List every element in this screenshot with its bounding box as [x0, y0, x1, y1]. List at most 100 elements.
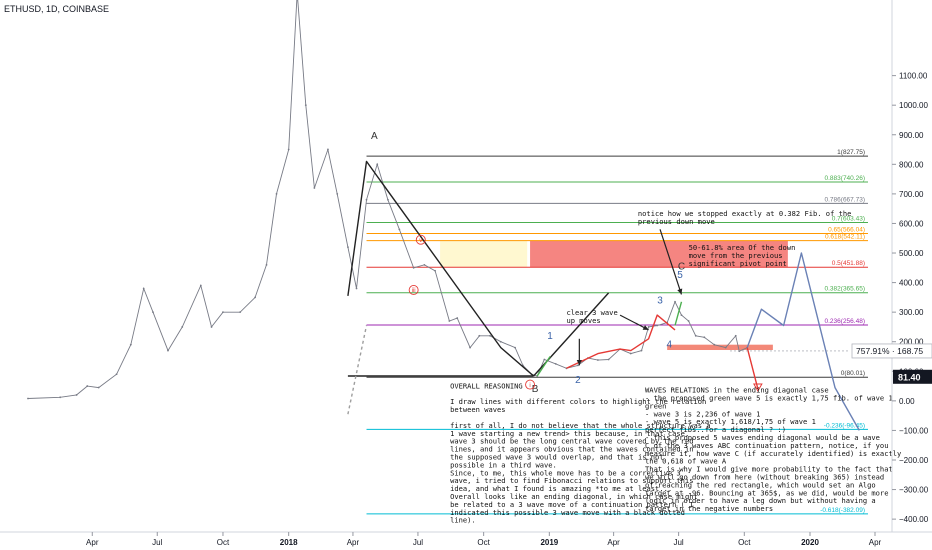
y-tick-label: 500.00	[899, 249, 924, 258]
fib-level-label: 0(80.01)	[841, 370, 865, 377]
price-point	[687, 320, 690, 322]
annotation-text: clear 3 wave up moves	[566, 308, 617, 325]
y-tick-label: 300.00	[899, 308, 924, 317]
x-tick-label: 2020	[801, 538, 819, 547]
y-tick-label: 600.00	[899, 219, 924, 228]
annotation-line: Overall looks like an ending diagonal, i…	[450, 492, 698, 501]
arrow-shaft	[659, 229, 683, 295]
fib-level-label: 0.5(451.88)	[832, 260, 865, 267]
annotation-line: notice how we stopped exactly at 0.382 F…	[638, 209, 852, 218]
annotation-line: 1 wave starting a new trend> this becaus…	[450, 429, 689, 438]
price-point	[554, 363, 557, 365]
y-tick-label: 200.00	[899, 338, 924, 347]
annotation-line: first of all, I do not believe that the …	[450, 421, 711, 430]
price-point	[142, 287, 145, 290]
annotation-line: perfect fibs..for a diagonal ? :)	[645, 425, 786, 434]
price-point	[181, 326, 184, 328]
annotation-line: of reaching the red rectangle, which wou…	[645, 480, 876, 489]
annotation-line: the supposed wave 3 would overlap, and t…	[450, 453, 664, 462]
wave-label: B	[532, 384, 539, 395]
wave-circle-label: v	[419, 238, 422, 244]
fib-level-label: 0.786(667.73)	[825, 196, 865, 203]
x-tick-label: Oct	[738, 538, 751, 547]
fib-level-label: 0.7(603.43)	[832, 215, 865, 222]
x-tick-label: Apr	[869, 538, 882, 547]
annotation-line: target in the negative numbers	[645, 504, 773, 513]
x-tick-label: Apr	[347, 538, 360, 547]
price-point	[210, 326, 213, 328]
price-point	[680, 314, 683, 317]
annotation-line: logic in order to have a leg down but wi…	[645, 496, 876, 505]
price-point	[239, 311, 242, 314]
price-point	[59, 396, 62, 399]
annotation-line: significant pivot point	[689, 259, 787, 268]
highlight-zone	[440, 240, 528, 268]
arrow-head	[642, 325, 649, 330]
x-tick-label: Jul	[152, 538, 162, 547]
price-point	[647, 326, 650, 328]
x-tick-label: Oct	[477, 538, 490, 547]
annotation-line: be related to a 3 wave move of a continu…	[450, 500, 693, 509]
last-value-label: 81.40	[898, 372, 921, 382]
price-point	[412, 266, 415, 269]
annotation-line: - the proposed green wave 5 is exactly 1…	[645, 393, 893, 402]
y-tick-label: 400.00	[899, 279, 924, 288]
price-series-line	[27, 0, 748, 399]
annotation-line: we will go down from here (without break…	[645, 472, 884, 481]
annotation-line: line).	[450, 516, 476, 525]
x-tick-label: Jul	[413, 538, 423, 547]
price-point	[167, 349, 169, 352]
annotation-line: Since, to me, this whole move has to be …	[450, 468, 681, 477]
current-price-badge	[851, 343, 932, 359]
price-point	[115, 373, 118, 376]
price-point	[347, 246, 349, 249]
annotation-line: possible in a third wave.	[450, 460, 557, 469]
annotation-line: move from the previous	[689, 251, 783, 260]
wave-label: C	[678, 261, 685, 272]
price-point	[152, 311, 154, 314]
fib-level-label: 0.382(365.65)	[825, 286, 865, 293]
price-point	[336, 192, 339, 195]
price-point	[640, 349, 643, 352]
fib-level-label: 0.883(740.26)	[825, 175, 865, 182]
price-point	[75, 394, 78, 396]
price-point	[703, 336, 706, 339]
price-point	[304, 104, 307, 107]
wave-line	[566, 314, 676, 369]
price-point	[448, 320, 451, 322]
price-point	[254, 296, 257, 299]
wave-line	[536, 356, 551, 377]
annotation-line: measure it, how wave C (if accurately id…	[645, 449, 901, 458]
price-point	[199, 284, 202, 287]
price-point	[313, 187, 316, 189]
price-point	[694, 334, 697, 337]
price-point	[724, 346, 727, 349]
price-point	[387, 198, 389, 201]
wave-label: 5	[677, 270, 683, 281]
fib-level-label: 0.65(566.04)	[828, 226, 865, 233]
annotation-line: indicated this possible 3 wave move with…	[450, 508, 685, 517]
annotation-line: target at -96. Bouncing at 365$, as we d…	[645, 488, 888, 497]
y-tick-label: −100.00	[899, 426, 929, 435]
price-point	[674, 300, 676, 303]
projection-arrow-head	[753, 383, 763, 393]
wave-label: 4	[667, 340, 673, 351]
x-tick-label: 2019	[540, 538, 558, 547]
price-point	[478, 334, 481, 337]
annotation-line: That is why I would give more probabilit…	[645, 465, 893, 474]
price-point	[597, 359, 599, 361]
price-point	[275, 192, 278, 195]
wave-circle-marker	[415, 234, 426, 245]
annotation-line: - this proposed 5 waves ending diagonal …	[645, 433, 880, 442]
annotation-line: wave 3 should be the long central wave c…	[450, 437, 693, 446]
highlight-zone	[530, 240, 788, 268]
wave-circle-label: iii	[412, 288, 416, 294]
y-tick-label: 800.00	[899, 160, 924, 169]
fib-level-label: -0.618(-382.09)	[820, 507, 865, 514]
annotation-line: - wave 3 is 2,236 of wave 1	[645, 409, 760, 418]
y-tick-label: −200.00	[899, 456, 929, 465]
annotation-line: idea, and what I found is amazing *to me…	[450, 484, 672, 493]
price-point	[129, 343, 132, 346]
annotation-line: WAVES RELATIONS in the ending diagonal c…	[645, 386, 829, 395]
